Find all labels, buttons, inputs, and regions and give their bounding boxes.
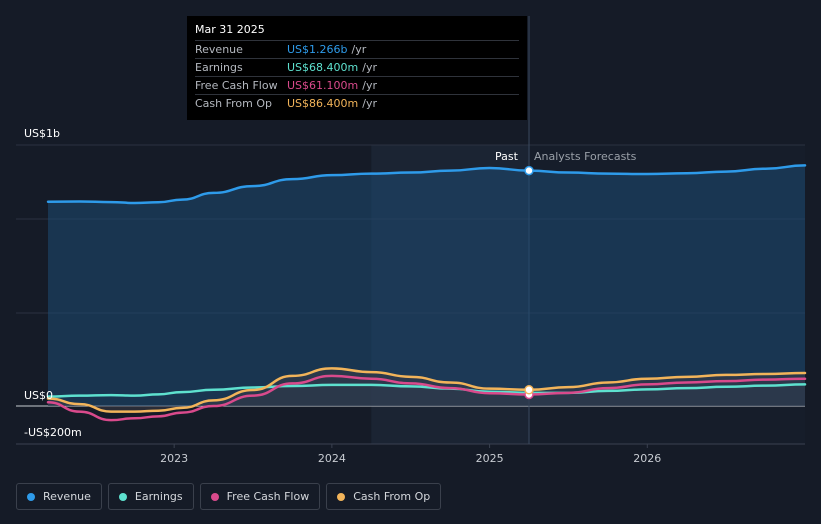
tooltip-date: Mar 31 2025 [195,23,519,36]
forecast-marker-label: Analysts Forecasts [534,150,636,163]
earnings-dot-icon [119,493,127,501]
tooltip-value: US$68.400m [287,61,358,74]
tooltip-row-cash-from-op: Cash From Op US$86.400m /yr [195,94,519,112]
cash-from-op-point [525,386,533,394]
tooltip-label: Revenue [195,43,287,56]
legend-label: Earnings [135,490,183,503]
tooltip-unit: /yr [362,61,377,74]
legend-label: Free Cash Flow [227,490,310,503]
tooltip-value: US$61.100m [287,79,358,92]
tooltip-row-revenue: Revenue US$1.266b /yr [195,40,519,58]
legend-item-revenue[interactable]: Revenue [16,483,102,510]
past-marker-label: Past [495,150,518,163]
cash-from-op-dot-icon [337,493,345,501]
tooltip-label: Free Cash Flow [195,79,287,92]
x-tick-label-2023: 2023 [160,452,188,465]
legend-label: Revenue [43,490,91,503]
tooltip-unit: /yr [352,43,367,56]
tooltip-row-free-cash-flow: Free Cash Flow US$61.100m /yr [195,76,519,94]
legend-label: Cash From Op [353,490,430,503]
tooltip-label: Cash From Op [195,97,287,110]
legend-item-earnings[interactable]: Earnings [108,483,194,510]
tooltip-row-earnings: Earnings US$68.400m /yr [195,58,519,76]
x-tick-label-2026: 2026 [633,452,661,465]
legend-item-free-cash-flow[interactable]: Free Cash Flow [200,483,321,510]
x-tick-label-2024: 2024 [318,452,346,465]
y-tick-label-top: US$1b [24,127,60,140]
revenue-point [525,167,533,175]
tooltip-value: US$86.400m [287,97,358,110]
tooltip-unit: /yr [362,79,377,92]
x-tick-label-2025: 2025 [476,452,504,465]
y-tick-label-bottom: -US$200m [24,426,82,439]
chart-legend: Revenue Earnings Free Cash Flow Cash Fro… [16,483,441,510]
free-cash-flow-dot-icon [211,493,219,501]
tooltip-unit: /yr [362,97,377,110]
revenue-dot-icon [27,493,35,501]
y-tick-label-zero: US$0 [24,389,53,402]
tooltip-value: US$1.266b [287,43,348,56]
data-tooltip: Mar 31 2025 Revenue US$1.266b /yr Earnin… [187,16,527,120]
tooltip-label: Earnings [195,61,287,74]
legend-item-cash-from-op[interactable]: Cash From Op [326,483,441,510]
